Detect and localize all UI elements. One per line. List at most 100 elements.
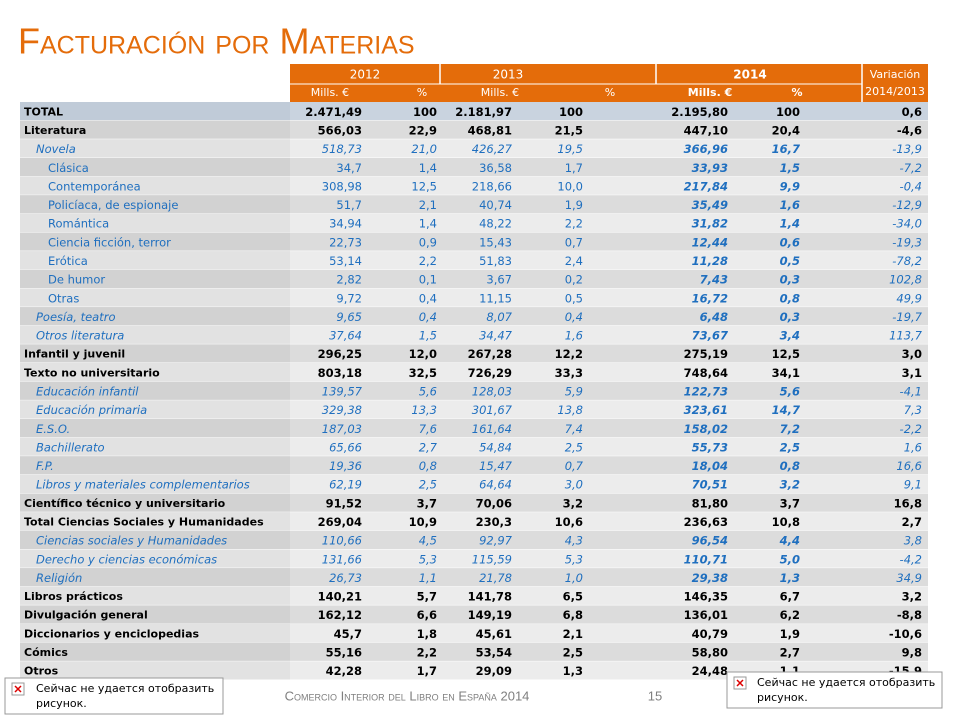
cell-value: 0,9 <box>419 235 437 249</box>
row-label: Ciencias sociales y Humanidades <box>36 534 227 548</box>
cell-value: -12,9 <box>892 198 922 212</box>
label-cell-bg <box>20 456 290 475</box>
cell-value: 1,6 <box>904 440 922 454</box>
cell-value: 122,73 <box>684 385 728 399</box>
cell-value: 0,4 <box>419 310 437 324</box>
cell-value: 301,67 <box>472 403 513 417</box>
label-cell-bg <box>20 512 290 531</box>
cell-value: 748,64 <box>684 366 728 380</box>
cell-value: 10,0 <box>557 179 583 193</box>
row-label: TOTAL <box>24 105 63 118</box>
cell-value: 267,28 <box>468 347 512 361</box>
row-label: Libros prácticos <box>24 590 123 603</box>
sub-header: % <box>417 86 427 99</box>
label-cell-bg <box>20 102 290 121</box>
row-label: Erótica <box>48 254 88 268</box>
cell-value: 447,10 <box>684 123 728 137</box>
cell-value: 35,49 <box>692 198 728 212</box>
cell-value: 1,8 <box>417 627 437 641</box>
cell-value: 70,51 <box>692 478 728 492</box>
cell-value: 58,80 <box>692 646 728 660</box>
cell-value: 8,07 <box>486 310 512 324</box>
label-cell-bg <box>20 586 290 606</box>
cell-value: 0,5 <box>780 254 800 268</box>
cell-value: 1,7 <box>565 161 583 175</box>
placeholder-box <box>726 671 943 709</box>
cell-value: 14,7 <box>772 403 800 417</box>
variation-header: Variación <box>870 68 921 81</box>
cell-value: 566,03 <box>318 123 362 137</box>
cell-value: 1,6 <box>780 198 800 212</box>
cell-value: 0,5 <box>565 291 583 305</box>
cell-value: 1,7 <box>417 664 437 678</box>
cell-value: 22,9 <box>409 123 437 137</box>
cell-value: -78,2 <box>892 254 922 268</box>
cell-value: 1,4 <box>419 161 437 175</box>
row-label: Clásica <box>48 161 89 175</box>
cell-value: 3,8 <box>904 534 922 548</box>
cell-value: 18,04 <box>692 459 728 473</box>
label-cell-bg <box>20 381 290 401</box>
row-label: Otras <box>48 291 79 305</box>
row-label: De humor <box>48 273 105 287</box>
cell-value: 1,3 <box>563 664 583 678</box>
row-label: Novela <box>36 142 76 156</box>
cell-value: 7,6 <box>419 422 437 436</box>
cell-value: 53,14 <box>329 254 362 268</box>
cell-value: 5,3 <box>419 552 437 566</box>
label-cell-bg <box>20 120 290 140</box>
cell-value: -34,0 <box>892 217 922 231</box>
broken-icon-x <box>736 679 744 687</box>
cell-value: 73,67 <box>692 329 728 343</box>
label-cell-bg <box>20 288 290 308</box>
label-cell-bg <box>20 549 290 569</box>
footer-text: Comercio Interior del Libro en España 20… <box>285 688 530 703</box>
cell-value: 16,72 <box>692 291 728 305</box>
cell-value: 15,47 <box>479 459 513 473</box>
cell-value: 139,57 <box>322 385 363 399</box>
cell-value: 366,96 <box>684 142 728 156</box>
cell-value: -7,2 <box>900 161 922 175</box>
cell-value: 6,6 <box>417 608 437 622</box>
cell-value: 55,16 <box>326 646 362 660</box>
cell-value: -4,6 <box>897 123 922 137</box>
label-cell-bg <box>20 232 290 252</box>
cell-value: 162,12 <box>318 608 362 622</box>
label-cell-bg <box>20 269 290 289</box>
broken-icon-x <box>14 685 22 693</box>
sub-header: Mills. € <box>688 86 732 99</box>
row-label: Poesía, teatro <box>36 310 116 324</box>
cell-value: 13,3 <box>411 403 437 417</box>
cell-value: 21,78 <box>479 571 512 585</box>
cell-value: 9,9 <box>780 179 800 193</box>
row-label: Diccionarios y enciclopedias <box>24 627 199 640</box>
cell-value: 6,5 <box>563 590 583 604</box>
cell-value: 70,06 <box>476 496 512 510</box>
cell-value: 51,83 <box>479 254 512 268</box>
cell-value: 16,7 <box>772 142 800 156</box>
cell-value: 45,61 <box>476 627 512 641</box>
row-label: Bachillerato <box>36 440 105 454</box>
cell-value: 329,38 <box>322 403 362 417</box>
year-header: 2012 <box>350 68 381 82</box>
row-label: Religión <box>36 571 82 585</box>
label-cell-bg <box>20 437 290 457</box>
cell-value: 275,19 <box>684 347 728 361</box>
label-cell-bg <box>20 624 290 643</box>
cell-value: 2,4 <box>565 254 583 268</box>
cell-value: 7,4 <box>565 422 583 436</box>
page-number: 15 <box>648 688 662 703</box>
cell-value: 2,2 <box>565 217 583 231</box>
cell-value: 16,8 <box>894 496 922 510</box>
cell-value: 20,4 <box>772 123 800 137</box>
cell-value: 62,19 <box>329 478 362 492</box>
cell-value: 102,8 <box>889 273 922 287</box>
cell-value: 0,3 <box>780 310 800 324</box>
cell-value: 11,28 <box>692 254 728 268</box>
cell-value: 45,7 <box>334 627 362 641</box>
row-label: Contemporánea <box>48 179 141 193</box>
cell-value: -4,2 <box>900 552 922 566</box>
cell-value: 426,27 <box>472 142 513 156</box>
row-label: Otros literatura <box>36 329 124 343</box>
sub-header: Mills. € <box>481 86 519 99</box>
